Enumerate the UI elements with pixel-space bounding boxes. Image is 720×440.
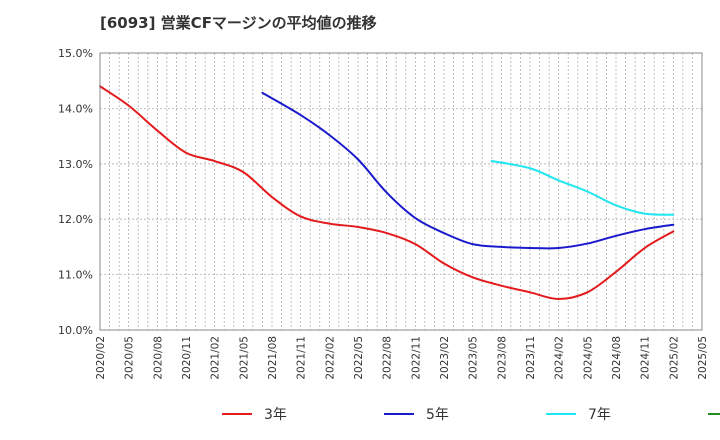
x-tick-label: 2022/11 xyxy=(410,336,422,380)
y-tick-label: 13.0% xyxy=(58,158,93,171)
chart-title: [6093] 営業CFマージンの平均値の推移 xyxy=(100,14,377,32)
y-tick-label: 11.0% xyxy=(58,269,93,282)
plot-frame xyxy=(99,52,703,331)
x-tick-label: 2021/05 xyxy=(238,336,250,380)
x-tick-label: 2023/08 xyxy=(496,336,508,380)
legend-label: 5年 xyxy=(426,407,449,423)
x-tick-label: 2025/05 xyxy=(697,336,709,380)
x-tick-label: 2020/08 xyxy=(152,336,164,380)
x-tick-label: 2024/08 xyxy=(611,336,623,380)
x-tick-label: 2021/02 xyxy=(210,336,222,380)
y-tick-label: 14.0% xyxy=(58,102,93,115)
x-tick-label: 2025/02 xyxy=(668,336,680,380)
x-tick-label: 2020/05 xyxy=(124,336,136,380)
y-tick-label: 10.0% xyxy=(58,324,93,337)
series-lines xyxy=(99,85,675,300)
x-tick-label: 2024/05 xyxy=(582,336,594,380)
legend-label: 3年 xyxy=(264,407,287,423)
x-tick-label: 2020/02 xyxy=(95,336,107,380)
x-tick-label: 2020/11 xyxy=(181,336,193,380)
y-tick-label: 12.0% xyxy=(58,213,93,226)
x-tick-label: 2024/02 xyxy=(554,336,566,380)
series-line xyxy=(99,85,675,300)
legend-label: 7年 xyxy=(588,407,611,423)
grid xyxy=(100,53,702,330)
x-tick-label: 2021/11 xyxy=(296,336,308,380)
x-tick-label: 2021/08 xyxy=(267,336,279,380)
legend: 3年5年7年10年 xyxy=(222,407,720,423)
series-line xyxy=(490,160,675,216)
x-tick-label: 2022/08 xyxy=(382,336,394,380)
x-tick-label: 2022/05 xyxy=(353,336,365,380)
x-axis: 2020/02 2020/05 2020/08 2020/11 2021/02 2021/… xyxy=(95,336,709,380)
series-line xyxy=(261,91,675,250)
x-tick-label: 2024/11 xyxy=(640,336,652,380)
x-tick-label: 2023/05 xyxy=(468,336,480,380)
x-tick-label: 2022/02 xyxy=(324,336,336,380)
x-tick-label: 2023/11 xyxy=(525,336,537,380)
y-axis: 10.0% 11.0% 12.0% 13.0% 14.0% 15.0% xyxy=(58,47,93,337)
x-tick-label: 2023/02 xyxy=(439,336,451,380)
y-tick-label: 15.0% xyxy=(58,47,93,60)
